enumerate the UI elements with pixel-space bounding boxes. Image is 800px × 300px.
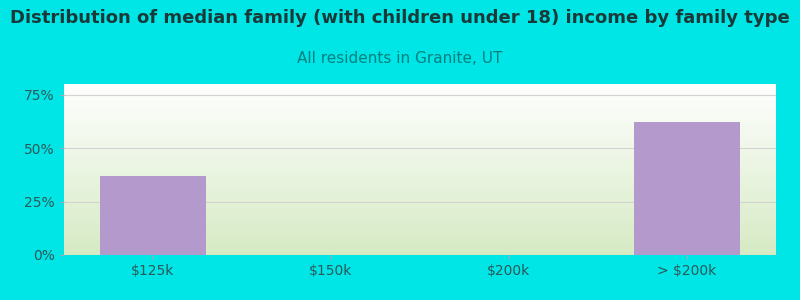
Bar <box>99 176 206 255</box>
Bar <box>634 122 741 255</box>
Text: All residents in Granite, UT: All residents in Granite, UT <box>298 51 502 66</box>
Text: Distribution of median family (with children under 18) income by family type: Distribution of median family (with chil… <box>10 9 790 27</box>
